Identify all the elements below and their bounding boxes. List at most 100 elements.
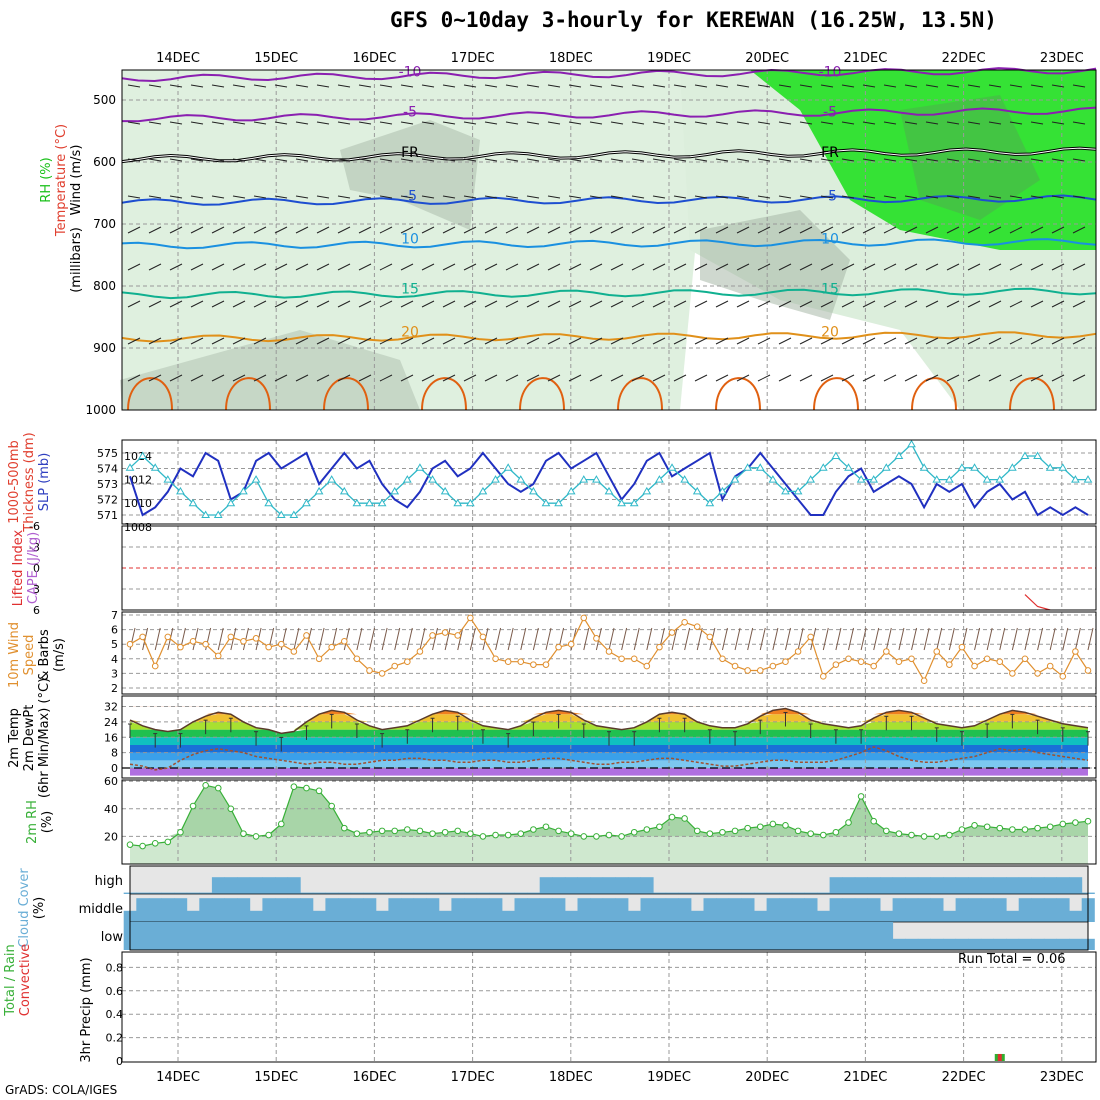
- rh-marker: [429, 830, 436, 837]
- temp-band: [130, 768, 1088, 776]
- wind-barb: [547, 121, 561, 125]
- rh-marker: [366, 828, 373, 836]
- wind-barb: [1051, 300, 1065, 308]
- rh-marker: [706, 830, 714, 837]
- rh-marker: [467, 830, 474, 837]
- cloud-cell: [930, 898, 944, 922]
- cloud-cell: [375, 922, 389, 950]
- wind-barb: [673, 374, 687, 382]
- wind-barb: [862, 337, 876, 345]
- cloud-cell: [1031, 877, 1045, 894]
- wind-barb: [967, 195, 981, 199]
- slp-marker: [944, 475, 954, 483]
- wind-barb: [673, 158, 687, 162]
- wind-barb: [211, 300, 225, 308]
- wind-barb: [1072, 226, 1086, 234]
- cloud-cell: [224, 922, 238, 950]
- cloud-cell: [211, 922, 225, 950]
- rh-marker: [630, 828, 638, 836]
- rh-marker: [946, 831, 953, 839]
- wind-barb: [547, 374, 561, 382]
- surface-wind-barb: [242, 627, 249, 651]
- cloud-cell: [867, 898, 881, 922]
- slp-marker: [503, 463, 513, 471]
- wind-barb: [820, 121, 834, 125]
- wind-speed-marker: [504, 658, 512, 666]
- wind-speed-marker: [366, 667, 373, 674]
- isotherm-label: 10: [821, 232, 839, 248]
- isotherm-label: 15: [401, 281, 419, 297]
- surface-wind-barb: [848, 627, 854, 651]
- axis-label: 3hr Precip (mm): [79, 957, 94, 1062]
- precip-ytick: 0.6: [106, 985, 124, 998]
- wind-barb: [988, 226, 1002, 234]
- wind-barb: [1030, 84, 1044, 88]
- wind-barb: [442, 158, 456, 162]
- cloud-cell: [527, 898, 541, 922]
- rh-ytick: 60: [104, 775, 118, 788]
- slp-marker: [402, 475, 412, 483]
- wind-barb: [799, 263, 813, 271]
- wind-barb: [883, 226, 897, 234]
- slp-marker: [932, 475, 942, 483]
- wind-barb: [232, 195, 246, 199]
- isotherm-label: 10: [401, 232, 419, 248]
- cloud-cell: [476, 922, 490, 950]
- rh-marker: [920, 833, 928, 840]
- cloud-cell: [905, 877, 919, 894]
- cloud-cell: [287, 877, 301, 894]
- wind-barb: [610, 263, 624, 271]
- cloud-cell: [237, 898, 251, 922]
- axis-label: (6hr Min/Max) (°C): [37, 678, 52, 798]
- wind-barb: [1051, 374, 1065, 382]
- cloud-level-label: low: [101, 930, 124, 945]
- cloud-cell: [476, 892, 490, 894]
- cloud-cell: [980, 877, 994, 894]
- wind-barb: [778, 337, 792, 345]
- wind-barb: [169, 374, 183, 382]
- wind-barb: [904, 226, 918, 234]
- wind-barb: [610, 158, 624, 162]
- cloud-cell: [690, 892, 704, 894]
- wind-barb: [736, 300, 750, 308]
- wind-barb: [400, 84, 414, 88]
- wind-barb: [967, 263, 981, 271]
- slp-marker: [579, 475, 589, 483]
- wind-barb: [967, 374, 981, 382]
- slp-marker: [327, 475, 337, 483]
- cloud-cell: [426, 898, 440, 922]
- cloud-cell: [224, 898, 238, 922]
- wind-barb: [148, 195, 162, 199]
- wind-speed-marker: [656, 643, 663, 651]
- chart-title: GFS 0~10day 3-hourly for KEREWAN (16.25W…: [390, 8, 997, 32]
- wind-speed-marker: [240, 637, 247, 645]
- wind-barb: [463, 374, 477, 382]
- cloud-cell: [577, 877, 591, 894]
- cloud-cell: [224, 877, 238, 894]
- rh-gray-region: [120, 330, 420, 410]
- wind-barb: [946, 195, 960, 199]
- thickness-ytick: 572: [97, 494, 118, 507]
- rh-marker: [164, 838, 172, 846]
- wind-barb: [526, 121, 540, 125]
- wind-speed-marker: [807, 633, 814, 641]
- wind-speed-marker: [933, 648, 941, 655]
- wind-barb: [757, 263, 771, 271]
- wind-barb: [400, 337, 414, 345]
- wind-barb: [1030, 300, 1044, 308]
- cloud-cell: [627, 910, 641, 922]
- wind-barb: [190, 121, 204, 125]
- wind-barb: [421, 195, 435, 199]
- wind-barb: [715, 195, 729, 199]
- rh-marker: [441, 828, 449, 836]
- cloud-cell: [262, 922, 276, 950]
- axis-label: Thickness (dm): [22, 432, 37, 532]
- isotherm-label: -5: [403, 188, 417, 204]
- cloud-cell: [325, 892, 339, 894]
- wind-barb: [379, 300, 393, 308]
- cloud-cell: [640, 877, 654, 894]
- cloud-cell: [148, 922, 162, 950]
- wind-barb: [463, 121, 477, 125]
- wind-barb: [883, 337, 897, 345]
